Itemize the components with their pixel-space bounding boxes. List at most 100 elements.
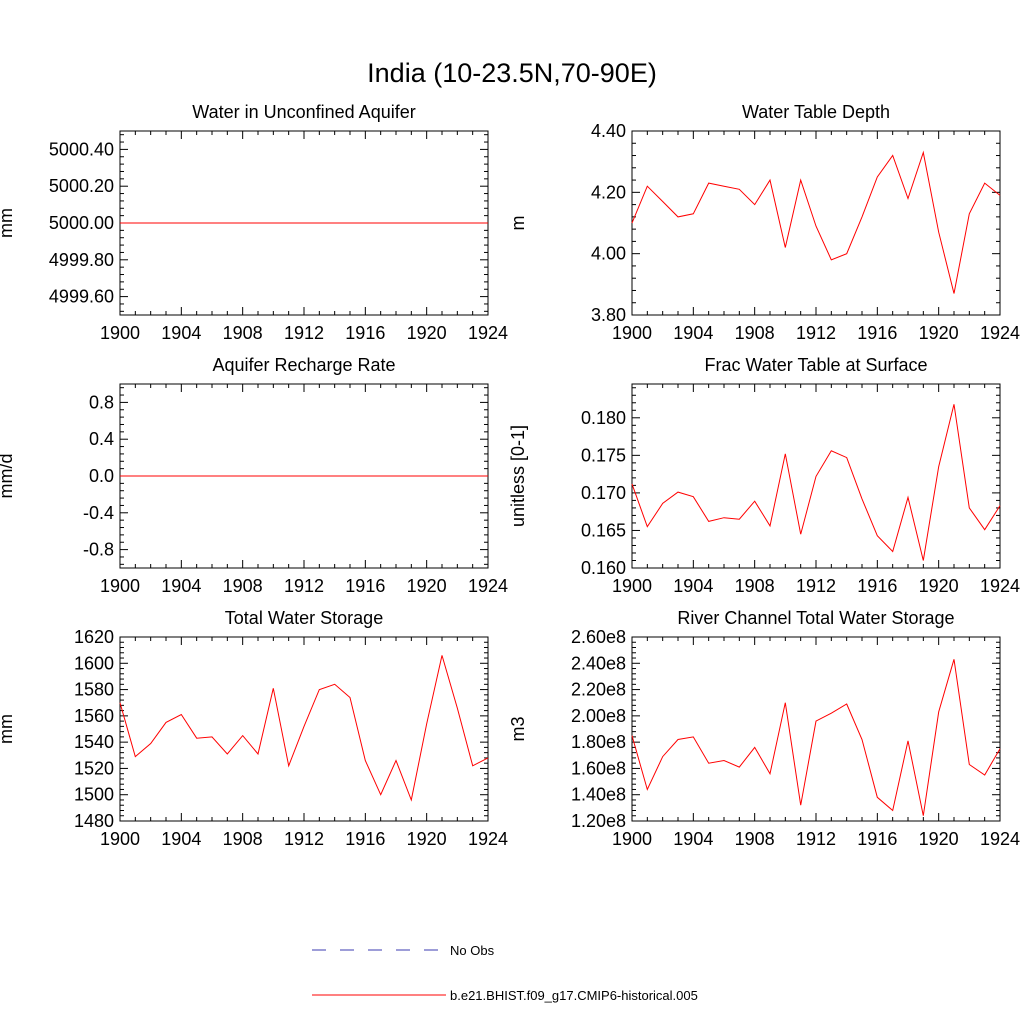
x-tick-label: 1924 [980, 576, 1020, 596]
panel-title: Water Table Depth [742, 102, 890, 122]
y-tick-label: 5000.00 [49, 213, 114, 233]
y-tick-label: 2.20e8 [571, 680, 626, 700]
x-tick-label: 1900 [100, 323, 140, 343]
x-tick-label: 1908 [223, 576, 263, 596]
series-line-1 [631, 404, 1001, 561]
y-axis-label: unitless [0-1] [508, 425, 528, 527]
panel-title: Aquifer Recharge Rate [212, 355, 395, 375]
y-tick-label: 1600 [74, 653, 114, 673]
y-axis-label: m3 [508, 716, 528, 741]
y-tick-label: 0.0 [89, 466, 114, 486]
y-tick-label: 2.00e8 [571, 706, 626, 726]
series-line-1 [119, 655, 489, 802]
y-axis-label: mm [0, 714, 16, 744]
y-axis-label: mm/d [0, 454, 16, 499]
panel-title: Water in Unconfined Aquifer [192, 102, 415, 122]
x-tick-label: 1920 [407, 829, 447, 849]
x-tick-label: 1920 [919, 576, 959, 596]
x-tick-label: 1908 [223, 829, 263, 849]
y-tick-label: 4.40 [591, 121, 626, 141]
y-axis-label: m [508, 216, 528, 231]
y-tick-label: 1480 [74, 811, 114, 831]
x-tick-label: 1924 [980, 829, 1020, 849]
y-tick-label: 5000.40 [49, 139, 114, 159]
panel-title: Total Water Storage [225, 608, 383, 628]
x-tick-label: 1920 [919, 323, 959, 343]
series-line-1 [631, 150, 1001, 294]
y-tick-label: 1620 [74, 627, 114, 647]
x-tick-label: 1900 [612, 323, 652, 343]
y-tick-label: 0.175 [581, 445, 626, 465]
x-tick-label: 1920 [919, 829, 959, 849]
y-tick-label: 0.8 [89, 392, 114, 412]
y-tick-label: -0.8 [83, 540, 114, 560]
plot-frame [631, 130, 1001, 316]
x-tick-label: 1900 [100, 829, 140, 849]
x-tick-label: 1924 [468, 323, 508, 343]
y-tick-label: 5000.20 [49, 176, 114, 196]
x-tick-label: 1912 [284, 576, 324, 596]
y-tick-label: 1540 [74, 732, 114, 752]
panel-3: Aquifer Recharge Rate mm/d 1900 1904 1908 191… [0, 355, 508, 596]
y-tick-label: 4999.80 [49, 250, 114, 270]
x-tick-label: 1904 [673, 829, 713, 849]
x-tick-label: 1908 [735, 323, 775, 343]
plot-frame [119, 636, 489, 822]
y-tick-label: 1500 [74, 785, 114, 805]
x-tick-label: 1908 [735, 829, 775, 849]
x-tick-label: 1912 [284, 323, 324, 343]
panel-6: River Channel Total Water Storage m3 1900 1… [508, 608, 1020, 849]
panel-4: Frac Water Table at Surface unitless [0-1… [508, 355, 1020, 596]
y-tick-label: 1.80e8 [571, 732, 626, 752]
y-tick-label: 4.20 [591, 182, 626, 202]
legend: No Obs b.e21.BHIST.f09_g17.CMIP6-histori… [312, 943, 698, 1003]
x-tick-label: 1916 [345, 576, 385, 596]
y-tick-label: 1580 [74, 680, 114, 700]
y-tick-label: 1.40e8 [571, 785, 626, 805]
x-tick-label: 1900 [612, 829, 652, 849]
plots-group: Water in Unconfined Aquifer mm 1900 1904 190… [0, 102, 1020, 849]
y-tick-label: 4.00 [591, 244, 626, 264]
x-tick-label: 1904 [161, 323, 201, 343]
y-tick-label: 3.80 [591, 305, 626, 325]
y-tick-label: 0.165 [581, 520, 626, 540]
x-tick-label: 1920 [407, 576, 447, 596]
y-tick-label: 2.60e8 [571, 627, 626, 647]
legend-label-model: b.e21.BHIST.f09_g17.CMIP6-historical.005 [450, 988, 698, 1003]
x-tick-label: 1916 [857, 829, 897, 849]
x-tick-label: 1912 [284, 829, 324, 849]
x-tick-label: 1900 [612, 576, 652, 596]
x-tick-label: 1920 [407, 323, 447, 343]
legend-label-no-obs: No Obs [450, 943, 495, 958]
panel-1: Water in Unconfined Aquifer mm 1900 1904 190… [0, 102, 508, 343]
series-line-1 [631, 659, 1001, 816]
x-tick-label: 1924 [980, 323, 1020, 343]
y-tick-label: 2.40e8 [571, 653, 626, 673]
x-tick-label: 1916 [345, 323, 385, 343]
x-tick-label: 1908 [223, 323, 263, 343]
x-tick-label: 1912 [796, 576, 836, 596]
x-tick-label: 1924 [468, 576, 508, 596]
x-tick-label: 1900 [100, 576, 140, 596]
y-tick-label: 1560 [74, 706, 114, 726]
panel-5: Total Water Storage mm 1900 1904 1908 1912 191… [0, 608, 508, 849]
y-tick-label: 1.60e8 [571, 758, 626, 778]
y-tick-label: 0.180 [581, 408, 626, 428]
x-tick-label: 1904 [673, 323, 713, 343]
x-tick-label: 1904 [161, 829, 201, 849]
x-tick-label: 1916 [345, 829, 385, 849]
plot-frame [631, 636, 1001, 822]
figure-title: India (10-23.5N,70-90E) [367, 58, 657, 88]
y-tick-label: 0.170 [581, 483, 626, 503]
x-tick-label: 1904 [673, 576, 713, 596]
y-axis-label: mm [0, 208, 16, 238]
y-tick-label: -0.4 [83, 503, 114, 523]
y-tick-label: 4999.60 [49, 287, 114, 307]
x-tick-label: 1916 [857, 576, 897, 596]
panel-title: Frac Water Table at Surface [704, 355, 927, 375]
x-tick-label: 1908 [735, 576, 775, 596]
panel-title: River Channel Total Water Storage [677, 608, 954, 628]
x-tick-label: 1912 [796, 323, 836, 343]
y-tick-label: 0.4 [89, 429, 114, 449]
